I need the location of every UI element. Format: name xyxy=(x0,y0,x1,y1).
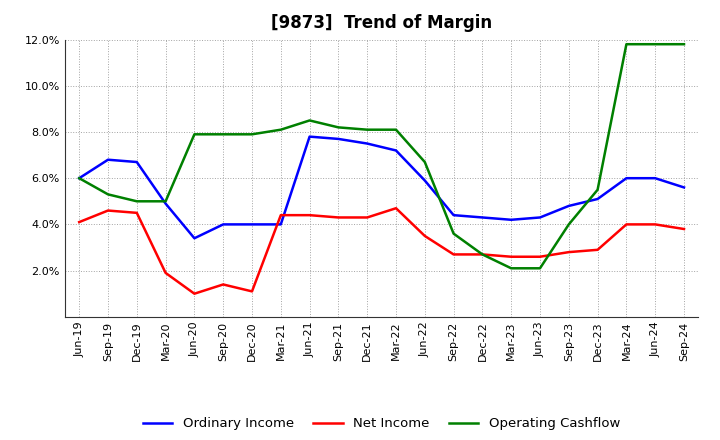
Net Income xyxy=(420,233,429,238)
Net Income xyxy=(564,249,573,255)
Ordinary Income xyxy=(564,203,573,209)
Operating Cashflow xyxy=(478,252,487,257)
Operating Cashflow xyxy=(507,266,516,271)
Operating Cashflow xyxy=(334,125,343,130)
Operating Cashflow xyxy=(449,231,458,236)
Operating Cashflow xyxy=(132,198,141,204)
Operating Cashflow xyxy=(392,127,400,132)
Operating Cashflow xyxy=(622,41,631,47)
Ordinary Income xyxy=(161,201,170,206)
Operating Cashflow xyxy=(248,132,256,137)
Net Income xyxy=(507,254,516,259)
Ordinary Income xyxy=(593,196,602,202)
Net Income xyxy=(248,289,256,294)
Ordinary Income xyxy=(132,159,141,165)
Ordinary Income xyxy=(248,222,256,227)
Net Income xyxy=(276,213,285,218)
Net Income xyxy=(536,254,544,259)
Ordinary Income xyxy=(219,222,228,227)
Ordinary Income xyxy=(363,141,372,146)
Ordinary Income xyxy=(507,217,516,222)
Line: Net Income: Net Income xyxy=(79,208,684,294)
Ordinary Income xyxy=(334,136,343,142)
Ordinary Income xyxy=(478,215,487,220)
Net Income xyxy=(363,215,372,220)
Ordinary Income xyxy=(190,235,199,241)
Ordinary Income xyxy=(75,176,84,181)
Line: Operating Cashflow: Operating Cashflow xyxy=(79,44,684,268)
Net Income xyxy=(104,208,112,213)
Title: [9873]  Trend of Margin: [9873] Trend of Margin xyxy=(271,15,492,33)
Operating Cashflow xyxy=(536,266,544,271)
Net Income xyxy=(75,220,84,225)
Net Income xyxy=(190,291,199,297)
Ordinary Income xyxy=(305,134,314,139)
Operating Cashflow xyxy=(276,127,285,132)
Operating Cashflow xyxy=(363,127,372,132)
Net Income xyxy=(392,205,400,211)
Net Income xyxy=(161,270,170,275)
Ordinary Income xyxy=(104,157,112,162)
Operating Cashflow xyxy=(219,132,228,137)
Ordinary Income xyxy=(449,213,458,218)
Operating Cashflow xyxy=(651,41,660,47)
Ordinary Income xyxy=(680,185,688,190)
Ordinary Income xyxy=(392,148,400,153)
Net Income xyxy=(132,210,141,216)
Operating Cashflow xyxy=(190,132,199,137)
Net Income xyxy=(334,215,343,220)
Net Income xyxy=(478,252,487,257)
Operating Cashflow xyxy=(564,222,573,227)
Net Income xyxy=(219,282,228,287)
Net Income xyxy=(651,222,660,227)
Operating Cashflow xyxy=(593,187,602,192)
Ordinary Income xyxy=(622,176,631,181)
Operating Cashflow xyxy=(104,192,112,197)
Operating Cashflow xyxy=(420,159,429,165)
Ordinary Income xyxy=(536,215,544,220)
Net Income xyxy=(622,222,631,227)
Ordinary Income xyxy=(651,176,660,181)
Operating Cashflow xyxy=(161,198,170,204)
Operating Cashflow xyxy=(680,41,688,47)
Ordinary Income xyxy=(420,178,429,183)
Line: Ordinary Income: Ordinary Income xyxy=(79,136,684,238)
Net Income xyxy=(593,247,602,253)
Net Income xyxy=(680,226,688,231)
Operating Cashflow xyxy=(305,118,314,123)
Legend: Ordinary Income, Net Income, Operating Cashflow: Ordinary Income, Net Income, Operating C… xyxy=(138,412,626,436)
Net Income xyxy=(449,252,458,257)
Ordinary Income xyxy=(276,222,285,227)
Operating Cashflow xyxy=(75,176,84,181)
Net Income xyxy=(305,213,314,218)
